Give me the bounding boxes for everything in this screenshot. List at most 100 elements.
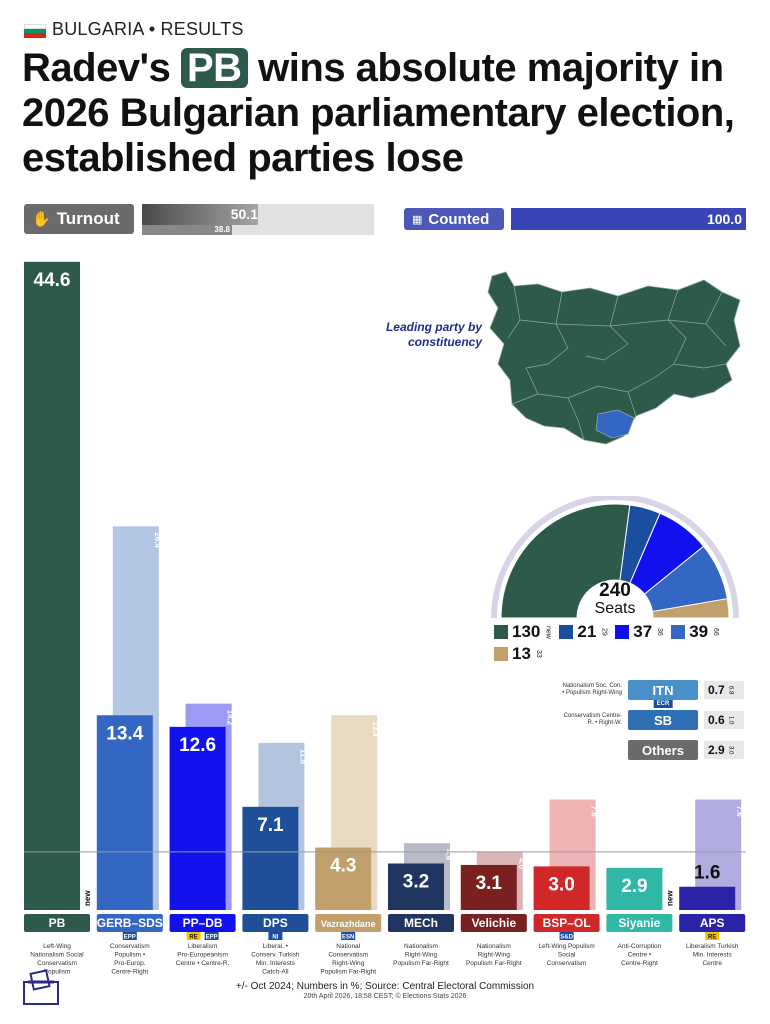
party-description: Conservatism [37,960,77,967]
group-badge-label: ESN [342,935,354,941]
minor-parties: Nationalism Soc. Con. • Populism Right-W… [560,680,750,760]
map-dps-region [595,409,635,439]
party-tag [679,914,746,932]
bulgaria-map-shape [487,271,741,445]
party-description: Nationalism Social [30,952,84,959]
party-tag-label: BSP–OL [543,916,591,930]
seat-center [577,580,653,626]
party-description: Centre • Centre-R. [176,960,230,967]
seat-legend-previous: 66 [712,628,720,636]
seat-legend-previous: 36 [656,628,664,636]
bar [169,726,226,910]
party-description: Centre [702,960,722,967]
party-description: Populism Far-Right [466,960,522,967]
party-description: Pro-Europ. [114,960,146,967]
party-tag [315,914,382,932]
party-description: Catch-All [262,969,289,976]
turnout-bar [142,204,259,225]
party-description: Nationalism [404,943,438,950]
bar-value-label: 7.1 [257,815,284,836]
prev-value-label: 13.4 [371,721,380,737]
party-description: Populism • [114,952,146,959]
turnout-value: 50.1 [230,206,258,222]
seat-legend-count: 37 [633,622,653,641]
minor-party-group: ECR [653,700,673,708]
party-tag [460,914,527,932]
kicker: BULGARIA • RESULTS [52,19,244,39]
group-badge [204,932,219,940]
party-tag-label: MECh [404,916,438,930]
party-description: Liberal. • [263,943,289,950]
group-badge [122,932,137,940]
party-description: Conserv. Turkish [251,952,300,959]
seat-hemicycle [491,496,739,626]
minor-party-row: Nationalism Soc. Con. • Populism Right-W… [560,680,750,708]
seat-legend-swatch [559,625,574,639]
seat-legend: 130 new 21 29 37 36 39 66 13 33 [494,622,750,664]
bar-value-label: 2.9 [621,876,647,897]
minor-party-previous: 3.0 [727,745,734,755]
party-description: Right-Wing [405,952,438,959]
party-tag [96,914,163,932]
party-description: Populism Far-Right [393,960,449,967]
party-description: Min. Interests [693,952,733,959]
group-badge-label: EPP [206,935,218,941]
party-description: Centre-Right [111,969,148,976]
minor-party-tag: ITN ECR [628,680,698,708]
new-label: new [665,890,674,906]
party-description: Populism Far-Right [320,969,376,976]
bar [460,864,517,910]
party-tag-label: Siyanie [618,916,660,930]
party-description: Nationalism [477,943,511,950]
party-tag [606,914,673,932]
bar-value-label: 3.1 [476,873,503,894]
minor-party-tag: Others [628,740,698,760]
bar-value-label: 1.6 [694,863,720,884]
party-description: Liberalism [188,943,218,950]
threshold-label: 4.0 % [740,808,749,828]
bar-value-label: 3.0 [548,874,574,895]
seat-legend-previous: 29 [600,628,608,636]
minor-party-value: 0.6 1.0 [704,711,744,729]
party-description: Left-Wing [43,943,71,950]
seat-legend-item: 21 29 [559,622,607,642]
seat-legend-item: 130 new [494,622,551,642]
footer-timestamp: 20th April 2026, 18:58 CEST; © Elections… [303,993,467,1000]
party-description: Populism [44,969,71,976]
seat-legend-swatch [615,625,630,639]
minor-party-description: Nationalism Soc. Con. • Populism Right-W… [562,683,622,696]
seat-legend-previous: new [544,625,552,639]
party-tag [24,914,90,932]
group-badge-label: NI [272,935,278,941]
party-description: National [336,943,360,950]
group-badge [559,932,574,940]
bar [24,261,80,910]
minor-party-value-text: 2.9 [708,743,725,757]
seat-total: 240 [599,580,631,601]
party-description: Right-Wing [332,960,365,967]
minor-party-row: Others 2.9 3.0 [560,740,750,760]
ballot-hand-icon: ✋ [32,211,51,228]
seat-total-label: Seats [594,600,636,617]
ballot-box-icon [23,970,59,1005]
headline: Radev's PB wins absolute majority in 202… [22,46,762,181]
party-description: Liberalism Turkish [686,943,739,950]
counted-bar [511,208,746,230]
party-description: Pro-Europeanism [177,952,228,959]
turnout-prev-track [142,225,374,235]
counted-label: ▦ Counted [404,208,504,230]
minor-party-value-text: 0.6 [708,713,725,727]
bar [533,866,590,910]
new-label: new [83,890,92,906]
party-tag-label: Vazrazhdane [321,919,376,929]
seat-legend-swatch [494,647,508,661]
seat-legend-item: 13 33 [494,644,542,664]
seat-legend-count: 130 [512,622,541,641]
turnout-prev-bar [142,225,233,235]
headline-post: wins absolute majority in 2026 Bulgarian… [22,46,735,180]
bar-value-label: 13.4 [106,723,143,744]
bar [606,867,663,910]
bar-value-label: 3.2 [403,871,429,892]
minor-party-value: 2.9 3.0 [704,741,744,759]
seat-legend-item: 37 36 [615,622,663,642]
